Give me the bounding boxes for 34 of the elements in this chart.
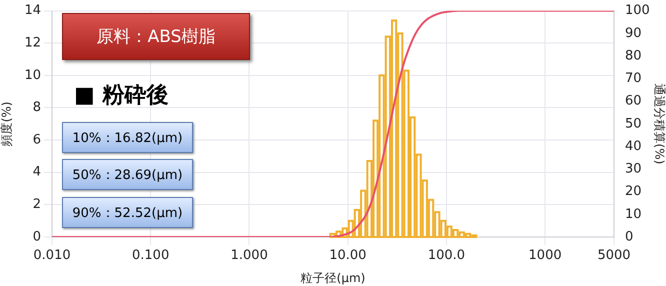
y2-tick-label: 100 (625, 3, 650, 18)
x-axis-title: 粒子径(μm) (300, 270, 366, 285)
x-tick-label: 10.00 (329, 248, 366, 264)
y2-tick-label: 0 (625, 229, 634, 244)
y-tick-label: 14 (24, 3, 41, 18)
label-plate: 90%：52.52(μm) (62, 197, 193, 228)
y2-tick-label: 20 (625, 184, 642, 200)
y-tick-label: 6 (32, 132, 41, 148)
y2-tick-label: 70 (625, 71, 642, 86)
x-tick-label: 0.100 (132, 248, 170, 264)
y-tick-label: 8 (32, 100, 41, 116)
y-axis-title: 頻度(%) (0, 102, 14, 146)
y-tick-label: 4 (32, 164, 41, 180)
annotation: ■ 粉砕後 (74, 82, 170, 110)
y2-tick-label: 90 (625, 26, 642, 41)
y2-tick-label: 10 (625, 206, 642, 222)
x-tick-label: 100.0 (428, 248, 466, 264)
x-tick-label: 1000 (528, 248, 562, 264)
y-tick-label: 10 (24, 68, 41, 83)
x-tick-label: 5000 (597, 248, 631, 264)
y-tick-label: 2 (32, 197, 41, 212)
label-plate: 10%：16.82(μm) (62, 122, 193, 153)
y2-tick-label: 30 (625, 162, 642, 177)
y2-axis-title: 通過分積算(%) (652, 84, 666, 164)
x-tick-label: 0.010 (33, 248, 71, 264)
y2-tick-label: 80 (625, 48, 642, 64)
y2-tick-label: 60 (625, 94, 642, 109)
y-tick-label: 0 (32, 229, 41, 244)
label-plate: 50%：28.69(μm) (62, 159, 193, 190)
y2-tick-label: 50 (625, 116, 642, 132)
x-tick-label: 1.000 (230, 248, 268, 264)
label-plate: 原料：ABS樹脂 (62, 13, 250, 60)
y2-tick-label: 40 (625, 138, 642, 154)
y-tick-label: 12 (24, 35, 41, 50)
